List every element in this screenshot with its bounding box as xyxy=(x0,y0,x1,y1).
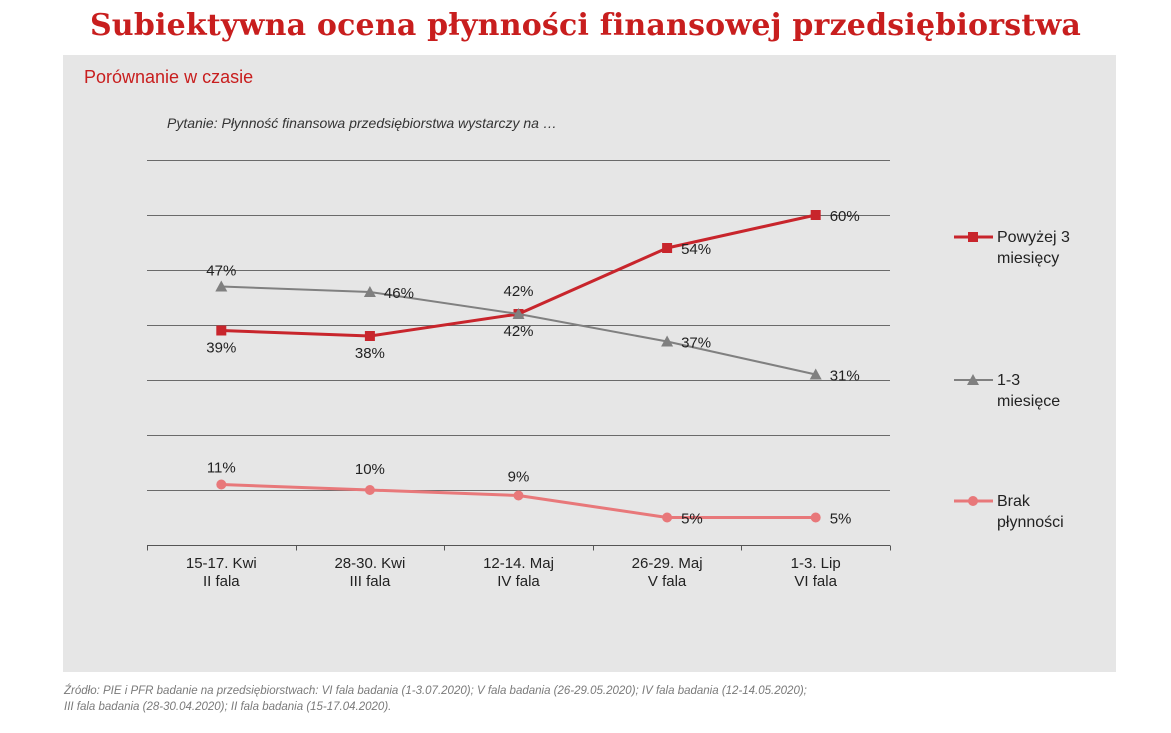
page-title: Subiektywna ocena płynności finansowej p… xyxy=(89,8,1082,43)
x-tick-label: 26-29. Maj xyxy=(632,555,703,572)
data-label: 38% xyxy=(355,345,385,362)
legend-label: płynności xyxy=(997,514,1064,531)
data-point-triangle xyxy=(512,308,525,319)
data-point-circle xyxy=(662,512,673,523)
data-label: 10% xyxy=(355,461,385,478)
data-label: 11% xyxy=(207,460,236,477)
data-point-circle xyxy=(810,512,821,523)
legend-label: Brak xyxy=(997,493,1031,510)
data-point-square xyxy=(810,210,821,220)
data-label: 60% xyxy=(830,208,860,225)
legend-label: miesięcy xyxy=(997,250,1059,267)
data-label: 54% xyxy=(681,241,711,258)
data-point-circle xyxy=(364,485,375,495)
data-point-circle xyxy=(216,479,227,490)
data-label: 47% xyxy=(206,263,236,280)
data-label: 31% xyxy=(830,368,860,385)
x-tick-label: V fala xyxy=(648,573,687,590)
data-point-triangle xyxy=(363,286,376,297)
panel-subtitle: Porównanie w czasie xyxy=(84,67,254,87)
data-label: 5% xyxy=(681,511,703,528)
x-tick-label: IV fala xyxy=(497,573,540,590)
legend-label: 1-3 xyxy=(997,372,1020,389)
survey-question: Pytanie: Płynność finansowa przedsiębior… xyxy=(167,115,557,131)
legend-marker-circle xyxy=(968,496,978,506)
data-label: 5% xyxy=(830,511,852,528)
data-point-triangle xyxy=(215,280,228,292)
data-label: 42% xyxy=(503,323,533,340)
data-point-triangle xyxy=(661,335,674,347)
source-note: Źródło: PIE i PFR badanie na przedsiębio… xyxy=(64,683,1124,715)
data-point-square xyxy=(216,325,227,336)
data-label: 46% xyxy=(384,285,414,302)
x-tick-label: III fala xyxy=(349,573,391,590)
x-tick-label: 15-17. Kwi xyxy=(186,555,257,572)
legend-label: Powyżej 3 xyxy=(997,229,1070,246)
source-line-1: Źródło: PIE i PFR badanie na przedsiębio… xyxy=(64,685,807,697)
x-tick-label: 1-3. Lip xyxy=(791,555,841,572)
data-label: 9% xyxy=(508,469,530,486)
legend-marker-square xyxy=(968,232,978,242)
chart-panel: Porównanie w czasie Pytanie: Płynność fi… xyxy=(63,55,1116,672)
source-line-2: III fala badania (28-30.04.2020); II fal… xyxy=(64,701,392,713)
data-label: 42% xyxy=(503,283,533,300)
x-tick-label: 12-14. Maj xyxy=(483,555,554,572)
data-point-square xyxy=(364,331,375,341)
series-line xyxy=(221,483,816,519)
data-label: 39% xyxy=(206,340,236,357)
x-tick-label: II fala xyxy=(203,573,240,590)
data-point-square xyxy=(662,243,673,253)
data-point-triangle xyxy=(809,368,822,380)
x-tick-label: 28-30. Kwi xyxy=(334,555,405,572)
data-point-circle xyxy=(513,490,524,501)
legend-marker-triangle xyxy=(967,374,979,385)
x-tick-label: VI fala xyxy=(794,573,837,590)
data-label: 37% xyxy=(681,335,711,352)
legend-label: miesięce xyxy=(997,393,1060,410)
